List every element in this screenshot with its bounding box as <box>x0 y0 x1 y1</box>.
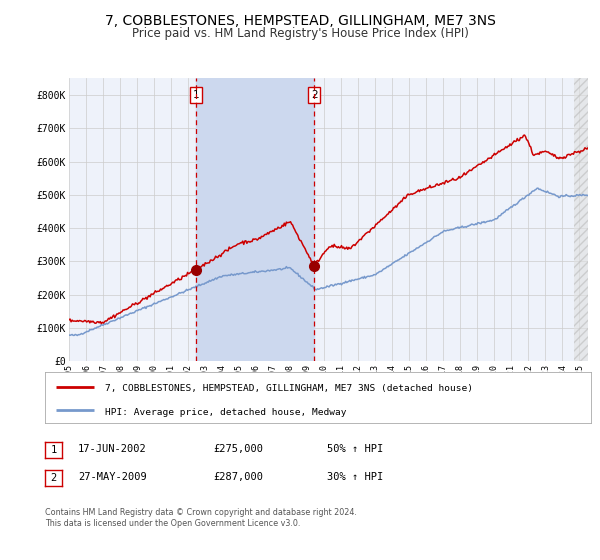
Text: 17-JUN-2002: 17-JUN-2002 <box>78 444 147 454</box>
Text: 1: 1 <box>193 90 199 100</box>
Text: 2: 2 <box>311 90 317 100</box>
Text: 7, COBBLESTONES, HEMPSTEAD, GILLINGHAM, ME7 3NS (detached house): 7, COBBLESTONES, HEMPSTEAD, GILLINGHAM, … <box>105 384 473 393</box>
Polygon shape <box>574 78 588 361</box>
Text: 30% ↑ HPI: 30% ↑ HPI <box>327 472 383 482</box>
Text: £275,000: £275,000 <box>213 444 263 454</box>
Text: 27-MAY-2009: 27-MAY-2009 <box>78 472 147 482</box>
Text: Contains HM Land Registry data © Crown copyright and database right 2024.
This d: Contains HM Land Registry data © Crown c… <box>45 508 357 528</box>
Text: 50% ↑ HPI: 50% ↑ HPI <box>327 444 383 454</box>
Bar <box>196 78 314 361</box>
Text: 1: 1 <box>50 445 56 455</box>
Text: £287,000: £287,000 <box>213 472 263 482</box>
Text: HPI: Average price, detached house, Medway: HPI: Average price, detached house, Medw… <box>105 408 347 417</box>
Text: Price paid vs. HM Land Registry's House Price Index (HPI): Price paid vs. HM Land Registry's House … <box>131 27 469 40</box>
Text: 7, COBBLESTONES, HEMPSTEAD, GILLINGHAM, ME7 3NS: 7, COBBLESTONES, HEMPSTEAD, GILLINGHAM, … <box>104 14 496 28</box>
Text: 2: 2 <box>50 473 56 483</box>
